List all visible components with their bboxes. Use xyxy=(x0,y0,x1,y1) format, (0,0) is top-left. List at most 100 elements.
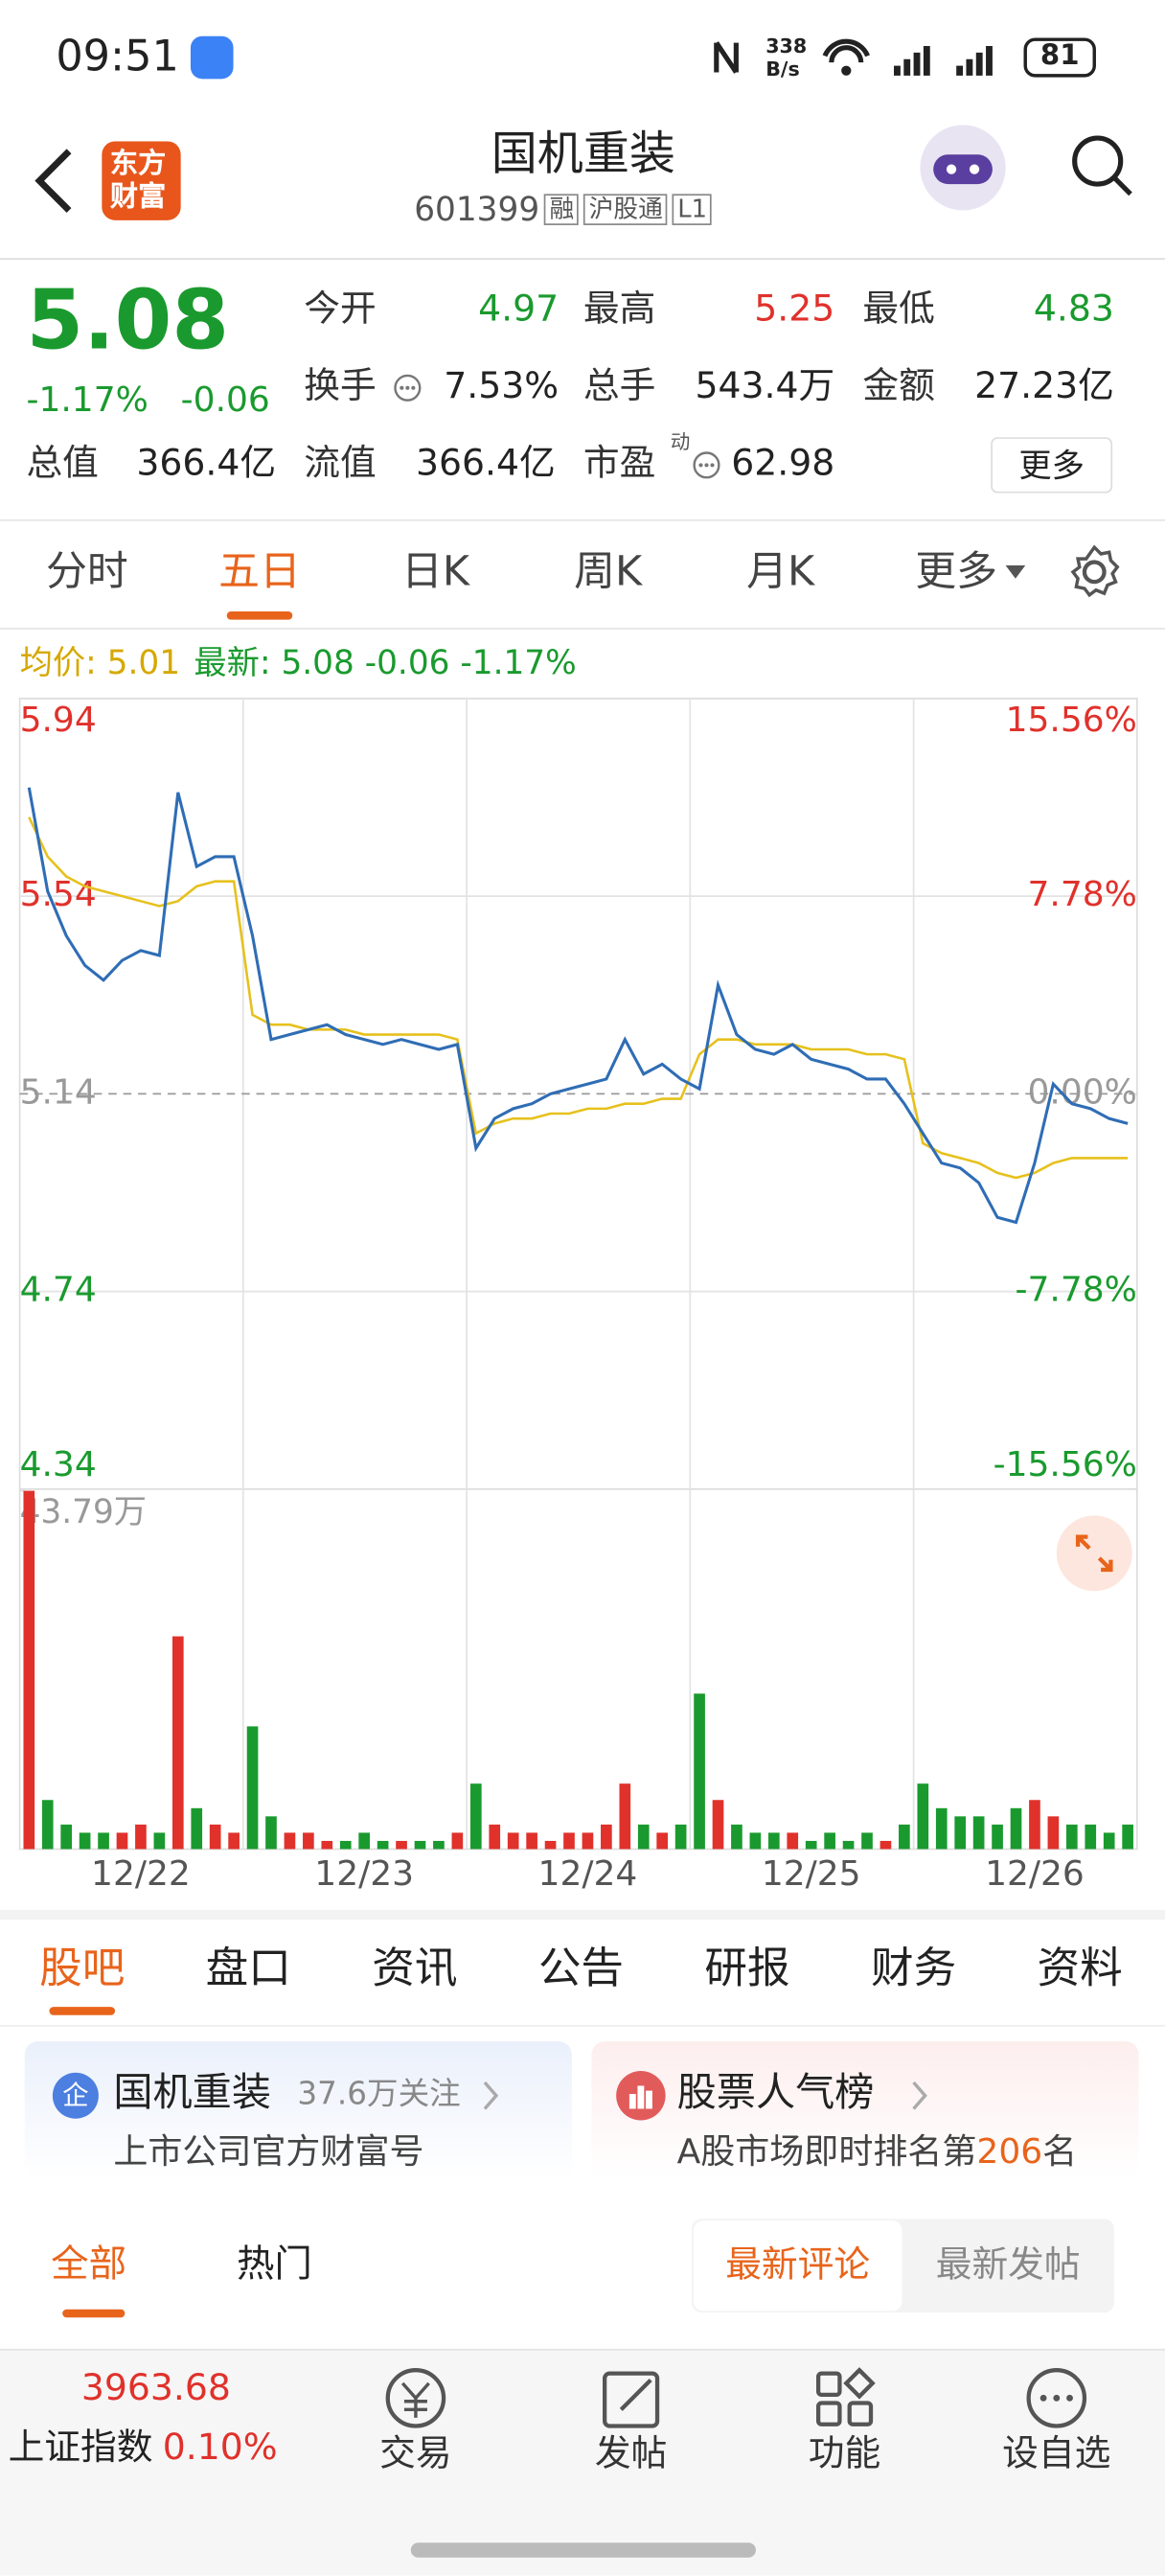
volume-bar xyxy=(377,1840,389,1850)
sort-option[interactable]: 最新发帖 xyxy=(935,2244,1081,2287)
volume-bar xyxy=(1103,1832,1115,1850)
text: A股市场即时排名第 xyxy=(676,2131,977,2172)
y-tick-label: 5.94 xyxy=(20,701,97,740)
volume-bar xyxy=(41,1800,54,1850)
filter-tab[interactable]: 全部 xyxy=(51,2243,127,2287)
volume-bar xyxy=(209,1824,221,1850)
volume-bar xyxy=(303,1832,314,1850)
card-subtitle: 上市公司官方财富号 xyxy=(113,2131,424,2172)
field-label: 最低 xyxy=(862,288,935,331)
volume-bar xyxy=(544,1840,557,1850)
y2-tick-label: 15.56% xyxy=(1006,701,1137,740)
chart-tab[interactable]: 五日 xyxy=(218,547,301,595)
more-button[interactable]: 更多 xyxy=(991,437,1113,494)
volume-bar xyxy=(601,1824,612,1850)
change-pct: -1.17% xyxy=(26,380,148,420)
field-label: 最高 xyxy=(582,288,656,331)
rank-card[interactable]: 股票人气榜 A股市场即时排名第206名 xyxy=(591,2041,1139,2180)
settings-button[interactable] xyxy=(1064,542,1124,602)
volume-bar xyxy=(637,1824,650,1850)
sort-toggle: 最新评论 最新发帖 xyxy=(692,2219,1114,2313)
nav-item[interactable]: 交易 xyxy=(379,2434,452,2475)
volume-bar xyxy=(1047,1816,1060,1850)
back-button[interactable] xyxy=(30,145,79,217)
chart-tab[interactable]: 日K xyxy=(400,547,470,595)
index-name: 上证指数 xyxy=(8,2427,153,2470)
net-speed-unit: B/s xyxy=(765,58,800,81)
stock-code: 601399 xyxy=(414,189,540,229)
section-tab[interactable]: 股吧 xyxy=(39,1944,126,1994)
nav-item[interactable]: 功能 xyxy=(808,2434,881,2475)
volume-bar xyxy=(358,1832,371,1850)
volume-bar xyxy=(731,1824,742,1850)
legend-avg: 均价: 5.01 xyxy=(19,642,181,682)
sort-option[interactable]: 最新评论 xyxy=(693,2220,902,2312)
field-value: 4.97 xyxy=(478,288,560,331)
stock-code-row: 601399 融 沪股通 L1 xyxy=(414,189,713,229)
card-title: 股票人气榜 xyxy=(676,2069,875,2116)
field-value: 366.4亿 xyxy=(136,444,277,485)
field-value: 4.83 xyxy=(1033,288,1114,331)
x-tick-label: 12/22 xyxy=(91,1854,191,1894)
field-value: 62.98 xyxy=(731,444,835,485)
card-icon: 企 xyxy=(52,2072,99,2119)
volume-bar xyxy=(935,1807,948,1850)
card-icon xyxy=(616,2071,666,2121)
section-tab[interactable]: 资讯 xyxy=(372,1944,458,1994)
volume-bar xyxy=(992,1824,1003,1850)
volume-bar xyxy=(414,1840,426,1850)
filter-tab[interactable]: 热门 xyxy=(236,2243,312,2287)
volume-bar xyxy=(1010,1807,1022,1850)
nav-icons xyxy=(385,2367,1087,2428)
nav-item[interactable]: 发帖 xyxy=(594,2434,668,2475)
rank: 206 xyxy=(976,2131,1043,2172)
chart-tab[interactable]: 更多 xyxy=(915,547,998,595)
info-icon[interactable] xyxy=(393,373,423,402)
status-time: 09:51 xyxy=(56,33,179,82)
field-label: 金额 xyxy=(862,366,935,408)
section-tab[interactable]: 盘口 xyxy=(205,1944,291,1994)
info-icon[interactable] xyxy=(692,450,721,480)
price-line xyxy=(28,816,1129,1180)
volume-bar xyxy=(1122,1824,1133,1850)
volume-bar xyxy=(582,1832,594,1850)
volume-bar xyxy=(972,1816,985,1850)
volume-bar xyxy=(899,1824,910,1850)
y-tick-label: 5.14 xyxy=(20,1072,97,1112)
card-subtitle: A股市场即时排名第206名 xyxy=(677,2134,1078,2170)
card-title: 国机重装 xyxy=(113,2069,271,2116)
status-icons xyxy=(714,38,993,76)
assistant-avatar[interactable] xyxy=(917,122,1009,214)
volume-bar xyxy=(451,1832,464,1850)
chart-tab[interactable]: 分时 xyxy=(45,547,128,595)
active-indicator xyxy=(226,611,293,620)
section-tab[interactable]: 研报 xyxy=(704,1944,790,1994)
company-card[interactable]: 企 国机重装 37.6万关注 上市公司官方财富号 xyxy=(24,2041,572,2180)
section-tab[interactable]: 财务 xyxy=(870,1944,957,1994)
volume-bar xyxy=(171,1636,184,1850)
chart-tab[interactable]: 周K xyxy=(574,547,643,595)
search-button[interactable] xyxy=(1068,131,1137,200)
card-meta: 37.6万关注 xyxy=(297,2076,461,2112)
notification-icon xyxy=(190,35,234,80)
volume-bar xyxy=(563,1832,575,1850)
field-value: 543.4万 xyxy=(695,366,835,408)
field-value: 27.23亿 xyxy=(974,366,1114,408)
volume-bar xyxy=(60,1824,73,1850)
chart-tab[interactable]: 月K xyxy=(746,547,815,595)
divider xyxy=(0,1909,1165,1920)
section-tab[interactable]: 公告 xyxy=(537,1944,625,1994)
badge: 融 xyxy=(544,193,580,225)
expand-button[interactable] xyxy=(1055,1514,1133,1593)
volume-bar xyxy=(619,1783,631,1850)
section-tab[interactable]: 资料 xyxy=(1037,1944,1123,1994)
volume-bar xyxy=(246,1726,259,1850)
volume-bar xyxy=(396,1840,407,1850)
y-tick-label: 4.74 xyxy=(20,1271,97,1310)
index-value: 3963.68 xyxy=(80,2368,231,2410)
volume-bar xyxy=(1065,1824,1078,1850)
nav-item[interactable]: 设自选 xyxy=(1002,2434,1111,2475)
volume-bar xyxy=(954,1816,967,1850)
